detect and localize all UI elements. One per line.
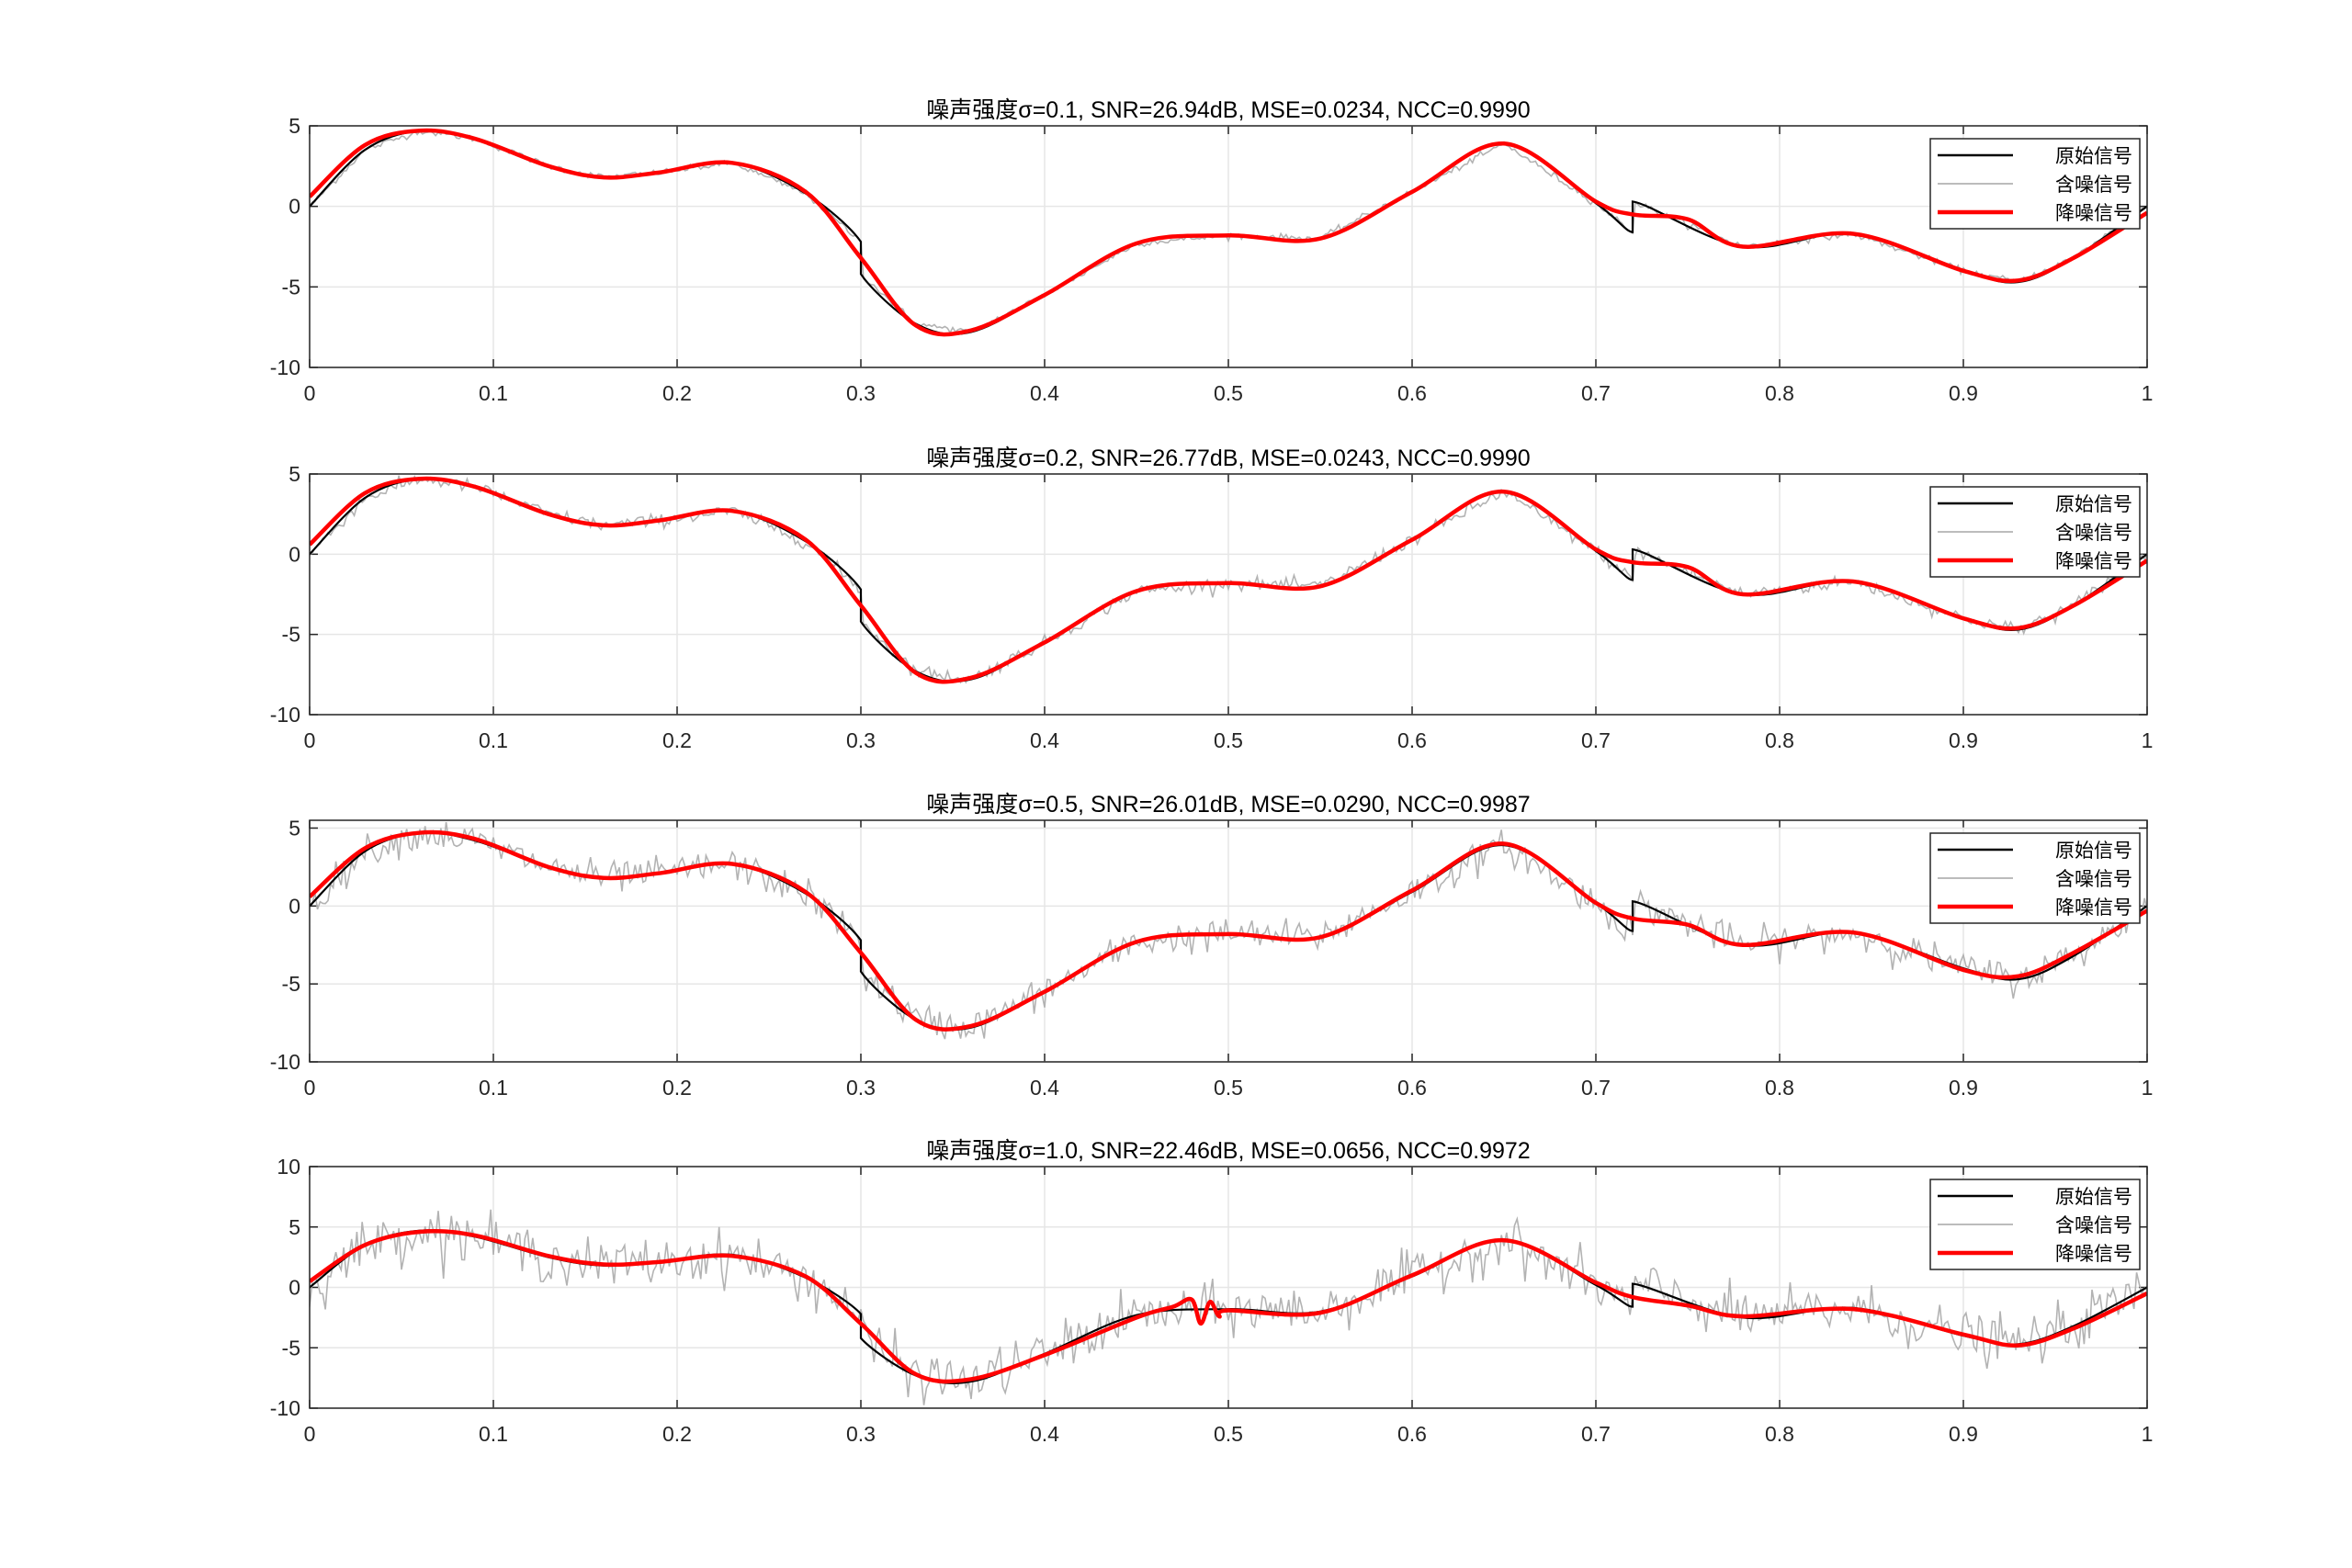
subplot-2: 0 0.1 0.2 0.3 0.4 0.5 0.6 0.7 0.8 0.9 1 5 0 -5 -10 噪声强度…	[270, 446, 2154, 752]
y-tick-label: 5	[288, 1215, 300, 1239]
x-tick-label: 0.7	[1581, 1422, 1611, 1446]
x-tick-label: 0.2	[662, 381, 692, 405]
x-tick-label: 0.4	[1030, 728, 1059, 752]
subplot-title: 噪声强度σ=0.5, SNR=26.01dB, MSE=0.0290, NCC=…	[926, 792, 1530, 818]
y-tick-label: -5	[282, 972, 300, 996]
x-tick-label: 0.3	[846, 1076, 876, 1100]
x-tick-label: 0.8	[1765, 381, 1794, 405]
x-tick-label: 0.3	[846, 1422, 876, 1446]
y-tick-label: 0	[288, 1276, 300, 1300]
y-tick-label: -10	[270, 1396, 300, 1420]
y-tick-label: -10	[270, 703, 300, 727]
x-tick-label: 0	[304, 381, 316, 405]
series-group	[310, 821, 2147, 1040]
x-tick-label: 0.9	[1949, 381, 1978, 405]
y-tick-label: 5	[288, 816, 300, 840]
series-group	[310, 475, 2147, 684]
x-tick-label: 1	[2142, 1076, 2154, 1100]
x-tick-label: 0.9	[1949, 728, 1978, 752]
legend-entry-denoised-label: 降噪信号	[2055, 203, 2132, 224]
axes-box	[309, 1166, 2148, 1409]
y-tick-label: -10	[270, 355, 300, 379]
legend-entry-original-label: 原始信号	[2055, 494, 2132, 515]
series-noisy-line	[310, 1209, 2147, 1405]
x-tick-label: 0	[304, 728, 316, 752]
axes-box	[309, 819, 2148, 1063]
x-tick-label: 1	[2142, 1422, 2154, 1446]
legend-entry-noisy-label: 含噪信号	[2055, 1215, 2132, 1236]
x-tick-label: 0.3	[846, 728, 876, 752]
subplot-1: 0 0.1 0.2 0.3 0.4 0.5 0.6 0.7 0.8 0.9 1 5 0 -5 -10 噪声强度…	[270, 97, 2154, 405]
y-tick-label: -5	[282, 623, 300, 647]
y-tick-label: -5	[282, 275, 300, 299]
x-tick-label: 0.6	[1397, 1076, 1427, 1100]
series-denoised-line	[310, 128, 2147, 337]
x-tick-label: 0.2	[662, 1076, 692, 1100]
legend-entry-denoised-label: 降噪信号	[2055, 1244, 2132, 1265]
x-tick-label: 0.6	[1397, 381, 1427, 405]
legend-entry-noisy-label: 含噪信号	[2055, 175, 2132, 196]
subplot-title: 噪声强度σ=0.1, SNR=26.94dB, MSE=0.0234, NCC=…	[926, 97, 1530, 123]
x-tick-label: 0.1	[479, 728, 508, 752]
x-tick-label: 0.2	[662, 728, 692, 752]
x-tick-label: 0.5	[1214, 381, 1243, 405]
legend-entry-original-label: 原始信号	[2055, 1187, 2132, 1208]
series-denoised-line	[310, 476, 2147, 684]
axes-box	[309, 125, 2148, 368]
y-tick-label: 0	[288, 894, 300, 918]
subplot-title: 噪声强度σ=0.2, SNR=26.77dB, MSE=0.0243, NCC=…	[926, 446, 1530, 471]
x-tick-label: 0.8	[1765, 1076, 1794, 1100]
x-tick-label: 0.7	[1581, 1076, 1611, 1100]
legend-entry-denoised-label: 降噪信号	[2055, 897, 2132, 919]
axes-box	[309, 473, 2148, 716]
subplot-4: 0 0.1 0.2 0.3 0.4 0.5 0.6 0.7 0.8 0.9 1 10 5 0 -5 -10 噪声…	[270, 1138, 2154, 1446]
x-tick-label: 1	[2142, 381, 2154, 405]
series-denoised-line	[310, 829, 2147, 1032]
y-tick-label: 5	[288, 462, 300, 486]
x-tick-label: 0.6	[1397, 1422, 1427, 1446]
x-tick-label: 0.5	[1214, 728, 1243, 752]
x-tick-label: 0.4	[1030, 381, 1059, 405]
series-group	[310, 128, 2147, 337]
x-tick-label: 0.8	[1765, 728, 1794, 752]
x-tick-label: 0.6	[1397, 728, 1427, 752]
x-tick-label: 0.5	[1214, 1422, 1243, 1446]
x-tick-label: 1	[2142, 728, 2154, 752]
legend-entry-original-label: 原始信号	[2055, 146, 2132, 167]
y-tick-label: 10	[277, 1155, 300, 1179]
y-tick-label: -5	[282, 1336, 300, 1359]
y-tick-label: 5	[288, 114, 300, 138]
subplot-title: 噪声强度σ=1.0, SNR=22.46dB, MSE=0.0656, NCC=…	[926, 1138, 1530, 1164]
y-tick-label: 0	[288, 542, 300, 566]
x-tick-label: 0.2	[662, 1422, 692, 1446]
x-tick-label: 0	[304, 1076, 316, 1100]
legend-entry-denoised-label: 降噪信号	[2055, 551, 2132, 572]
x-tick-label: 0.4	[1030, 1422, 1059, 1446]
legend-entry-original-label: 原始信号	[2055, 840, 2132, 862]
series-group	[310, 1209, 2147, 1405]
x-tick-label: 0	[304, 1422, 316, 1446]
y-tick-label: 0	[288, 195, 300, 219]
x-tick-label: 0.7	[1581, 381, 1611, 405]
x-tick-label: 0.1	[479, 1076, 508, 1100]
x-tick-label: 0.9	[1949, 1422, 1978, 1446]
subplot-3: 0 0.1 0.2 0.3 0.4 0.5 0.6 0.7 0.8 0.9 1 5 0 -5 -10 噪声强度…	[270, 792, 2154, 1100]
x-tick-label: 0.3	[846, 381, 876, 405]
series-denoised-line	[310, 1229, 2147, 1384]
x-tick-label: 0.9	[1949, 1076, 1978, 1100]
legend-entry-noisy-label: 含噪信号	[2055, 523, 2132, 544]
y-tick-label: -10	[270, 1050, 300, 1074]
x-tick-label: 0.1	[479, 381, 508, 405]
x-tick-label: 0.7	[1581, 728, 1611, 752]
x-tick-label: 0.1	[479, 1422, 508, 1446]
x-tick-label: 0.4	[1030, 1076, 1059, 1100]
x-tick-label: 0.5	[1214, 1076, 1243, 1100]
x-tick-label: 0.8	[1765, 1422, 1794, 1446]
legend-entry-noisy-label: 含噪信号	[2055, 869, 2132, 890]
